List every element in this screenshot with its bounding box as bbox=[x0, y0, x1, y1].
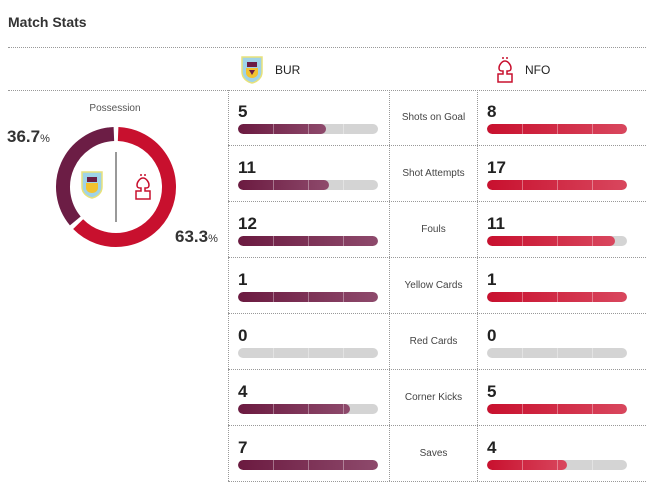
home-stat-bar bbox=[238, 236, 378, 246]
away-possession-arc bbox=[73, 127, 176, 247]
home-stat-bar-fill bbox=[238, 124, 326, 134]
home-stat-cell: 12 bbox=[228, 202, 390, 257]
home-stat-cell: 1 bbox=[228, 258, 390, 313]
away-team-abbr: NFO bbox=[525, 63, 551, 77]
away-stat-bar-fill bbox=[487, 404, 627, 414]
home-stat-bar-fill bbox=[238, 460, 378, 470]
away-stat-value: 1 bbox=[487, 270, 497, 289]
away-stat-bar-fill bbox=[487, 460, 567, 470]
away-stat-value: 5 bbox=[487, 382, 497, 401]
stat-label: Shot Attempts bbox=[390, 146, 478, 201]
home-stat-value: 7 bbox=[238, 438, 248, 457]
nottingham-forest-crest-icon bbox=[135, 174, 151, 200]
home-stat-value: 11 bbox=[238, 158, 256, 177]
away-stat-bar bbox=[487, 404, 627, 414]
home-stat-bar bbox=[238, 292, 378, 302]
page-title: Match Stats bbox=[8, 14, 87, 30]
away-stat-value: 0 bbox=[487, 326, 497, 345]
nottingham-forest-crest-icon bbox=[497, 57, 513, 83]
away-stat-bar bbox=[487, 124, 627, 134]
away-stat-value: 17 bbox=[487, 158, 506, 177]
away-stat-bar bbox=[487, 348, 627, 358]
home-stat-bar bbox=[238, 404, 378, 414]
away-possession-pct: 63.3% bbox=[175, 227, 218, 246]
possession-label: Possession bbox=[89, 103, 141, 114]
home-stat-bar bbox=[238, 124, 378, 134]
stat-row: 1 Yellow Cards 1 bbox=[228, 258, 646, 314]
home-stat-value: 4 bbox=[238, 382, 248, 401]
away-stat-bar-fill bbox=[487, 124, 627, 134]
home-possession-arc bbox=[56, 127, 115, 226]
away-stat-bar-fill bbox=[487, 292, 627, 302]
stat-row: 11 Shot Attempts 17 bbox=[228, 146, 646, 202]
stat-row: 4 Corner Kicks 5 bbox=[228, 370, 646, 426]
home-stat-value: 5 bbox=[238, 102, 248, 121]
away-stat-bar bbox=[487, 292, 627, 302]
home-stat-bar-fill bbox=[238, 236, 378, 246]
home-stat-cell: 11 bbox=[228, 146, 390, 201]
away-stat-cell: 17 bbox=[478, 146, 646, 201]
home-stat-cell: 7 bbox=[228, 426, 390, 481]
away-stat-bar-fill bbox=[487, 180, 627, 190]
home-stat-cell: 0 bbox=[228, 314, 390, 369]
stat-row: 5 Shots on Goal 8 bbox=[228, 90, 646, 146]
home-stat-value: 12 bbox=[238, 214, 257, 233]
stat-label: Corner Kicks bbox=[390, 370, 478, 425]
home-stat-value: 1 bbox=[238, 270, 248, 289]
stats-table: 5 Shots on Goal 8 11 Shot Attempts 17 12… bbox=[228, 90, 646, 482]
away-stat-bar bbox=[487, 236, 627, 246]
home-team-abbr: BUR bbox=[275, 63, 301, 77]
stat-label: Fouls bbox=[390, 202, 478, 257]
stat-row: 12 Fouls 11 bbox=[228, 202, 646, 258]
away-stat-cell: 11 bbox=[478, 202, 646, 257]
stat-label: Yellow Cards bbox=[390, 258, 478, 313]
home-stat-bar bbox=[238, 460, 378, 470]
away-stat-value: 11 bbox=[487, 214, 505, 233]
away-stat-cell: 1 bbox=[478, 258, 646, 313]
stat-label: Red Cards bbox=[390, 314, 478, 369]
stat-row: 0 Red Cards 0 bbox=[228, 314, 646, 370]
away-stat-bar-fill bbox=[487, 236, 616, 246]
home-stat-bar-fill bbox=[238, 292, 378, 302]
stat-label: Saves bbox=[390, 426, 478, 481]
burnley-crest-icon bbox=[241, 56, 263, 84]
away-stat-value: 8 bbox=[487, 102, 497, 121]
possession-donut-chart bbox=[56, 127, 176, 247]
home-stat-bar-fill bbox=[238, 180, 329, 190]
home-stat-bar bbox=[238, 348, 378, 358]
away-stat-cell: 4 bbox=[478, 426, 646, 481]
away-stat-value: 4 bbox=[487, 438, 497, 457]
stat-row: 7 Saves 4 bbox=[228, 426, 646, 482]
home-stat-cell: 5 bbox=[228, 90, 390, 145]
away-stat-bar bbox=[487, 180, 627, 190]
home-stat-cell: 4 bbox=[228, 370, 390, 425]
home-team-header: BUR bbox=[241, 56, 300, 84]
home-possession-pct: 36.7% bbox=[7, 127, 50, 146]
home-stat-value: 0 bbox=[238, 326, 248, 345]
away-stat-cell: 0 bbox=[478, 314, 646, 369]
stat-label: Shots on Goal bbox=[390, 90, 478, 145]
divider bbox=[8, 90, 646, 91]
home-stat-bar bbox=[238, 180, 378, 190]
burnley-crest-icon bbox=[81, 171, 103, 199]
away-team-header: NFO bbox=[497, 56, 550, 84]
away-stat-cell: 5 bbox=[478, 370, 646, 425]
away-stat-cell: 8 bbox=[478, 90, 646, 145]
divider bbox=[8, 47, 646, 48]
home-stat-bar-fill bbox=[238, 404, 350, 414]
away-stat-bar bbox=[487, 460, 627, 470]
